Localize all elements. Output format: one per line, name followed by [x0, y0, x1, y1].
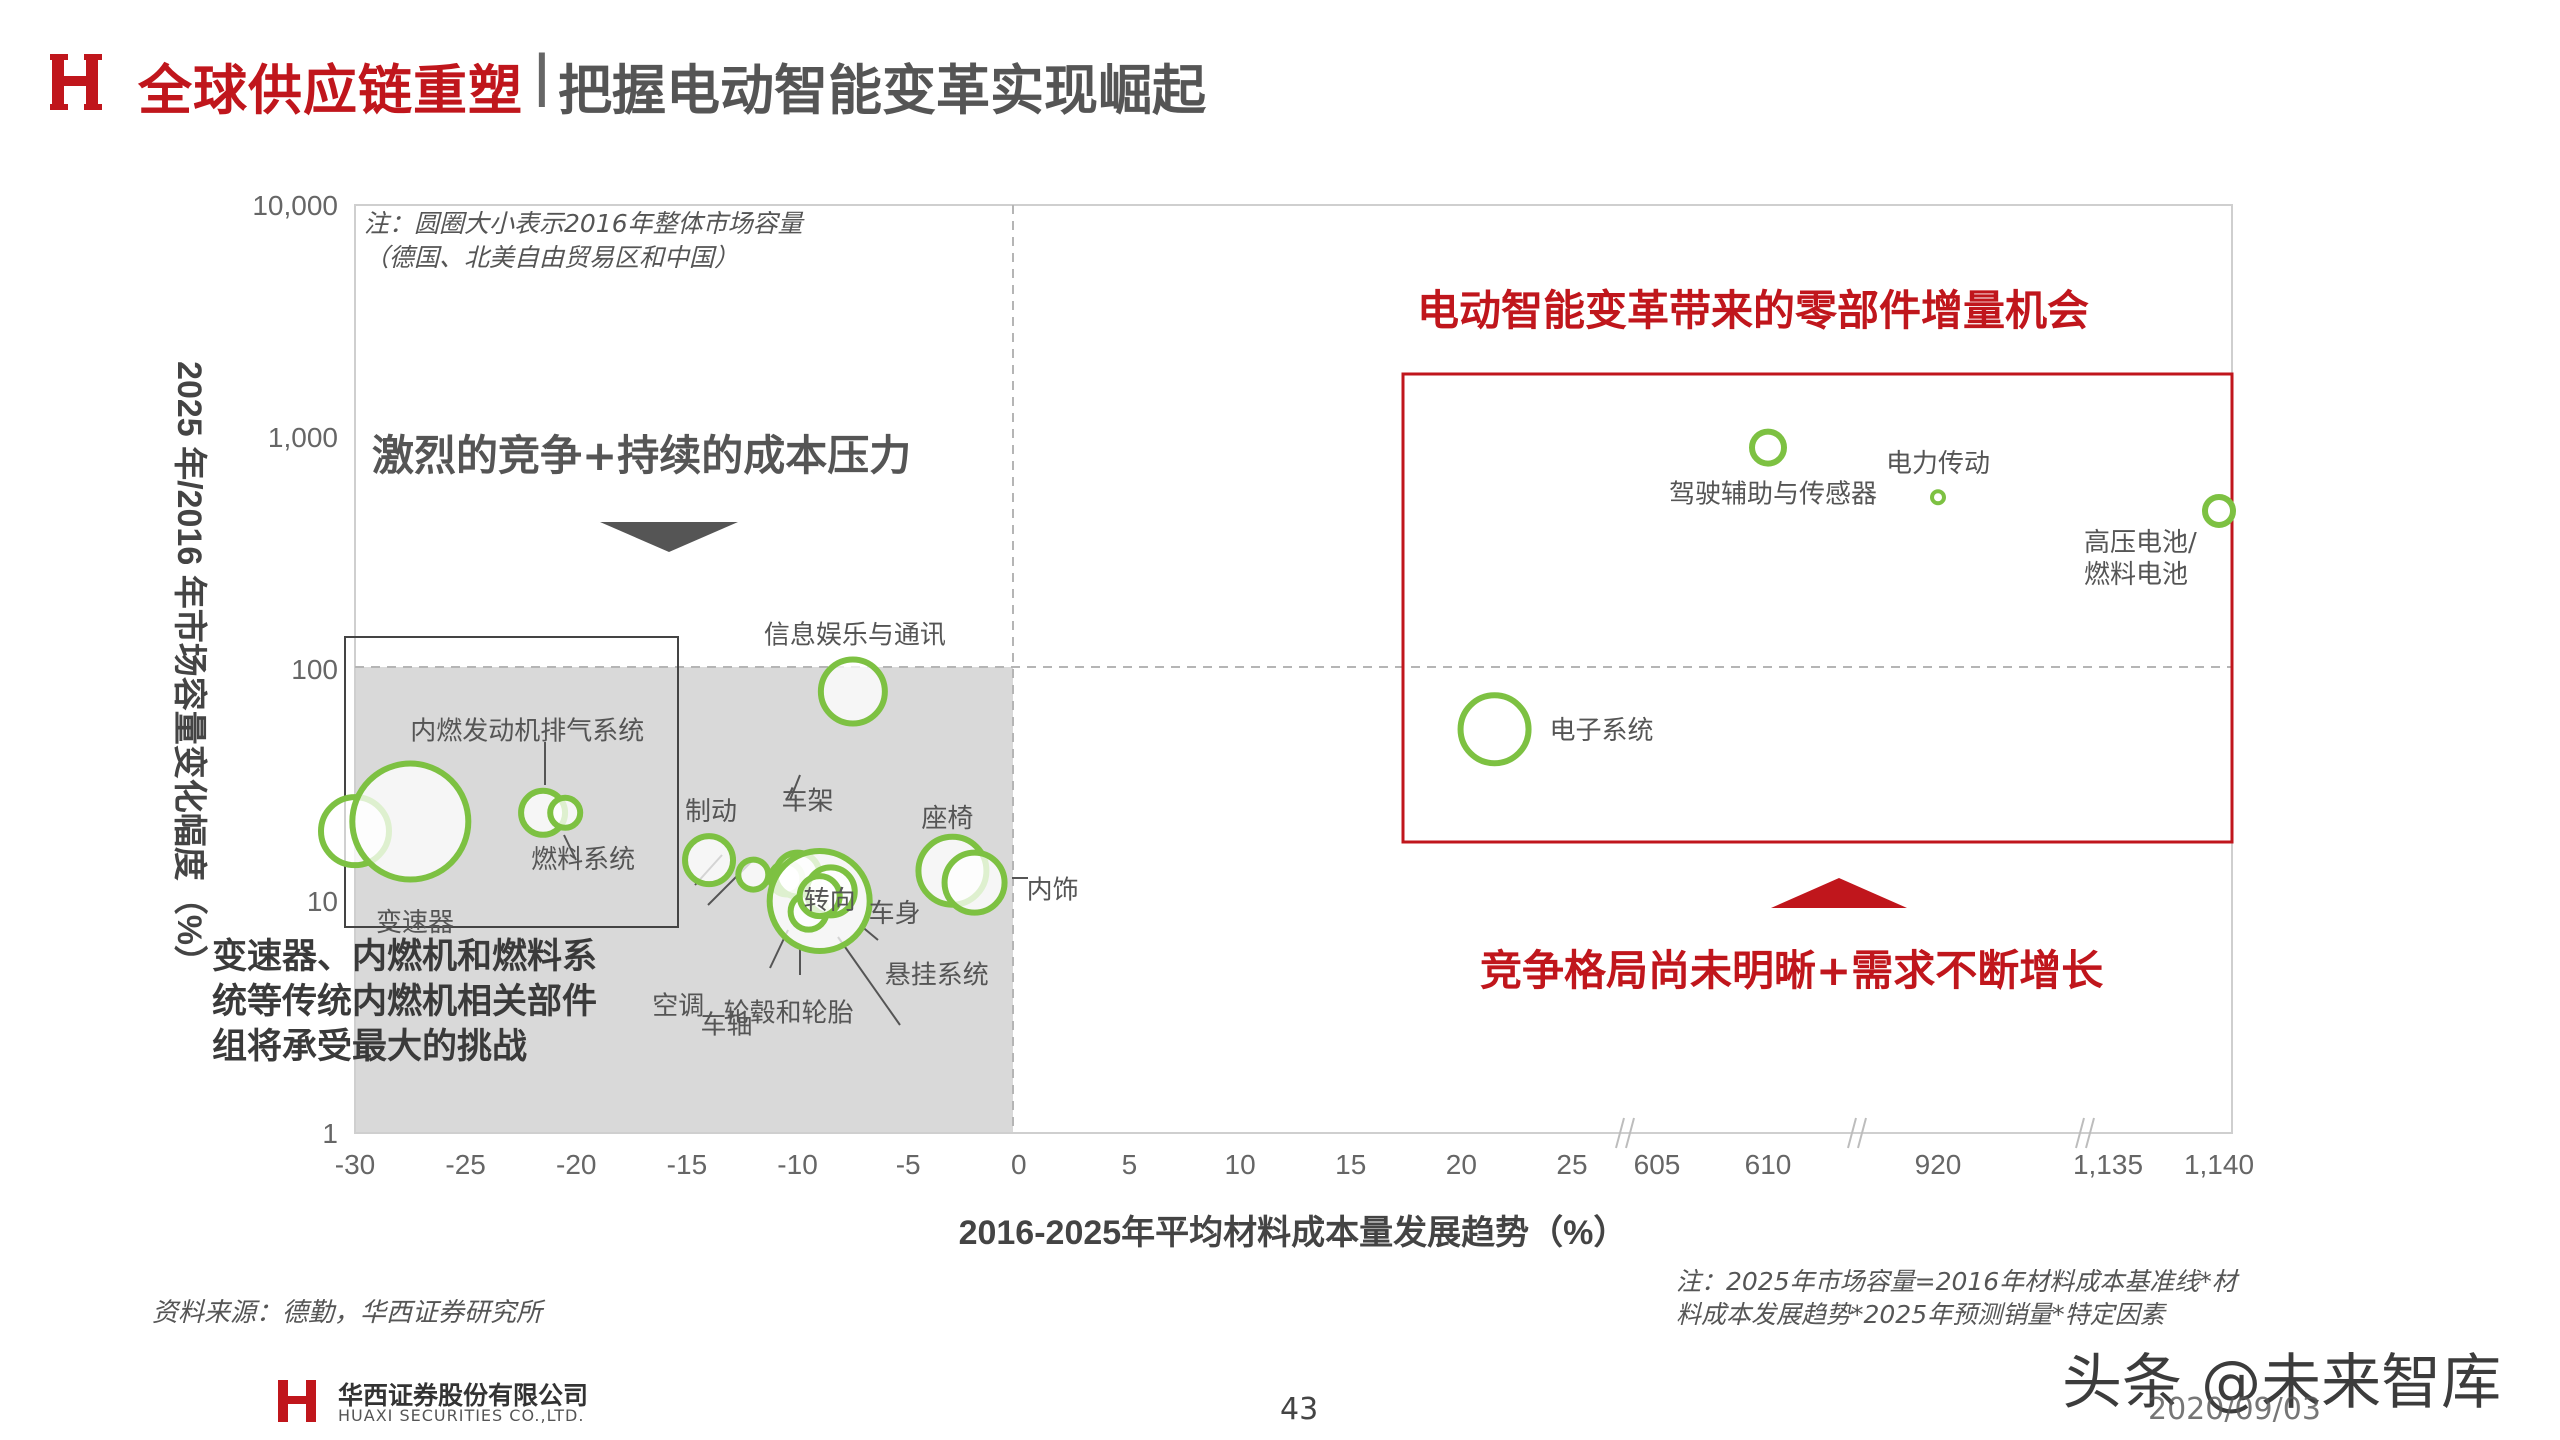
- y-axis-title: 2025 年/2016 年市场容量变化幅度（%）: [170, 361, 209, 979]
- x-axis-title: 2016-2025年平均材料成本量发展趋势（%）: [959, 1213, 1628, 1252]
- traditional-parts-box: [344, 636, 679, 928]
- bubble-point: [1457, 692, 1532, 767]
- axis-break-marks: [1615, 1117, 2095, 1149]
- y-tick-label: 1,000: [268, 422, 338, 453]
- bubble-point: [349, 760, 472, 883]
- bubble-label: 内燃发动机排气系统: [410, 717, 644, 747]
- left-heading: 激烈的竞争+持续的成本压力: [372, 431, 911, 480]
- down-arrow-icon: [600, 522, 738, 552]
- y-tick-label: 1: [322, 1118, 338, 1149]
- company-name-en: HUAXI SECURITIES CO.,LTD.: [338, 1406, 585, 1425]
- bubble-label: 燃料系统: [531, 845, 635, 875]
- bubble-point: [735, 856, 772, 893]
- source-note: 资料来源：德勤，华西证券研究所: [152, 1298, 543, 1328]
- x-tick-label: -30: [335, 1149, 375, 1180]
- x-tick-label: -10: [777, 1149, 817, 1180]
- bubble-label: 燃料电池: [2084, 560, 2188, 590]
- size-note-line1: 注：圆圈大小表示2016年整体市场容量: [364, 209, 805, 238]
- x-tick-label: 15: [1335, 1149, 1366, 1180]
- x-tick-label: 1,140: [2184, 1149, 2254, 1180]
- x-tick-label: 0: [1011, 1149, 1027, 1180]
- x-tick-label: 610: [1745, 1149, 1792, 1180]
- y-axis-ticks: 1 10 100 1,000 10,000: [252, 190, 338, 1149]
- footnote-line: 注：2025年市场容量=2016年材料成本基准线*材: [1676, 1267, 2237, 1296]
- bubble-point: [1749, 428, 1787, 467]
- x-tick-label: 10: [1225, 1149, 1256, 1180]
- bubble-label: 内饰: [1027, 876, 1079, 906]
- bubble-label: 高压电池/: [2084, 528, 2197, 558]
- x-tick-label: 5: [1122, 1149, 1138, 1180]
- bubble-label: 制动: [685, 797, 737, 827]
- challenge-note-line: 变速器、内燃机和燃料系: [212, 937, 598, 977]
- right-heading: 电动智能变革带来的零部件增量机会: [1417, 286, 2089, 335]
- shaded-quadrant: [355, 667, 1013, 1133]
- right-bottom-heading: 竞争格局尚未明晰+需求不断增长: [1480, 946, 2103, 995]
- x-tick-label: -5: [896, 1149, 921, 1180]
- bubble-point: [796, 873, 843, 920]
- bubble-label: 电力传动: [1886, 449, 1990, 479]
- bubble-label: 悬挂系统: [885, 960, 989, 990]
- formula-footnote: 注：2025年市场容量=2016年材料成本基准线*材 料成本发展趋势*2025年…: [1676, 1265, 2276, 1331]
- y-tick-label: 10,000: [252, 190, 338, 221]
- x-tick-label: -15: [667, 1149, 707, 1180]
- bubble-point: [1930, 489, 1946, 506]
- bubble-point: [941, 849, 1008, 916]
- opportunity-box: [1401, 372, 2234, 844]
- x-axis-ticks: -30 -25 -20 -15 -10 -5 0 5 10 15 20 25 605 610 920 1,13…: [335, 1149, 2254, 1180]
- y-tick-label: 100: [291, 654, 338, 685]
- bubble-label: 座椅: [921, 804, 973, 834]
- page-number: 43: [1280, 1392, 1319, 1427]
- challenge-note: 变速器、内燃机和燃料系 统等传统内燃机相关部件 组将承受最大的挑战: [212, 935, 597, 1070]
- x-tick-label: 25: [1556, 1149, 1587, 1180]
- bubble-point: [547, 794, 584, 831]
- bubble-point: [682, 833, 737, 888]
- up-arrow-icon: [1771, 878, 1907, 908]
- bubble-series: [318, 428, 2236, 954]
- company-name-cn: 华西证券股份有限公司: [338, 1381, 589, 1410]
- bubble-label: 车身: [869, 899, 921, 929]
- bubble-label: 信息娱乐与通讯: [764, 620, 946, 650]
- bubble-point: [817, 656, 888, 727]
- challenge-note-line: 组将承受最大的挑战: [212, 1027, 528, 1067]
- bubble-label: 变速器: [376, 908, 454, 938]
- watermark: 头条 @未来智库: [2062, 1348, 2502, 1418]
- bubble-label: 车轴: [700, 1011, 752, 1041]
- x-tick-label: 1,135: [2073, 1149, 2143, 1180]
- y-tick-label: 10: [307, 886, 338, 917]
- bubble-label: 轮毂和轮胎: [724, 999, 854, 1029]
- x-tick-label: 920: [1915, 1149, 1962, 1180]
- x-tick-label: 20: [1446, 1149, 1477, 1180]
- x-tick-label: -25: [445, 1149, 485, 1180]
- bubble-label: 车架: [782, 787, 834, 817]
- bubble-label: 驾驶辅助与传感器: [1669, 480, 1877, 510]
- bubble-label: 转向: [804, 886, 856, 916]
- company-logo-icon: [278, 1380, 316, 1422]
- x-tick-label: -20: [556, 1149, 596, 1180]
- size-note-line2: （德国、北美自由贸易区和中国）: [364, 243, 739, 272]
- challenge-note-line: 统等传统内燃机相关部件: [212, 982, 598, 1022]
- footnote-line: 料成本发展趋势*2025年预测销量*特定因素: [1676, 1300, 2165, 1329]
- title-secondary: 把握电动智能变革实现崛起: [558, 59, 1206, 122]
- x-tick-label: 605: [1634, 1149, 1681, 1180]
- bubble-label: 空调: [652, 992, 704, 1022]
- page-header: 全球供应链重塑 | 把握电动智能变革实现崛起: [0, 0, 2560, 160]
- report-date: 2020/09/03: [2148, 1392, 2321, 1427]
- bubble-label: 电子系统: [1550, 716, 1654, 746]
- huaxi-logo-icon: [50, 54, 102, 110]
- title-primary: 全球供应链重塑: [138, 59, 523, 122]
- bubble-point: [2202, 493, 2236, 528]
- title-separator: |: [532, 44, 552, 107]
